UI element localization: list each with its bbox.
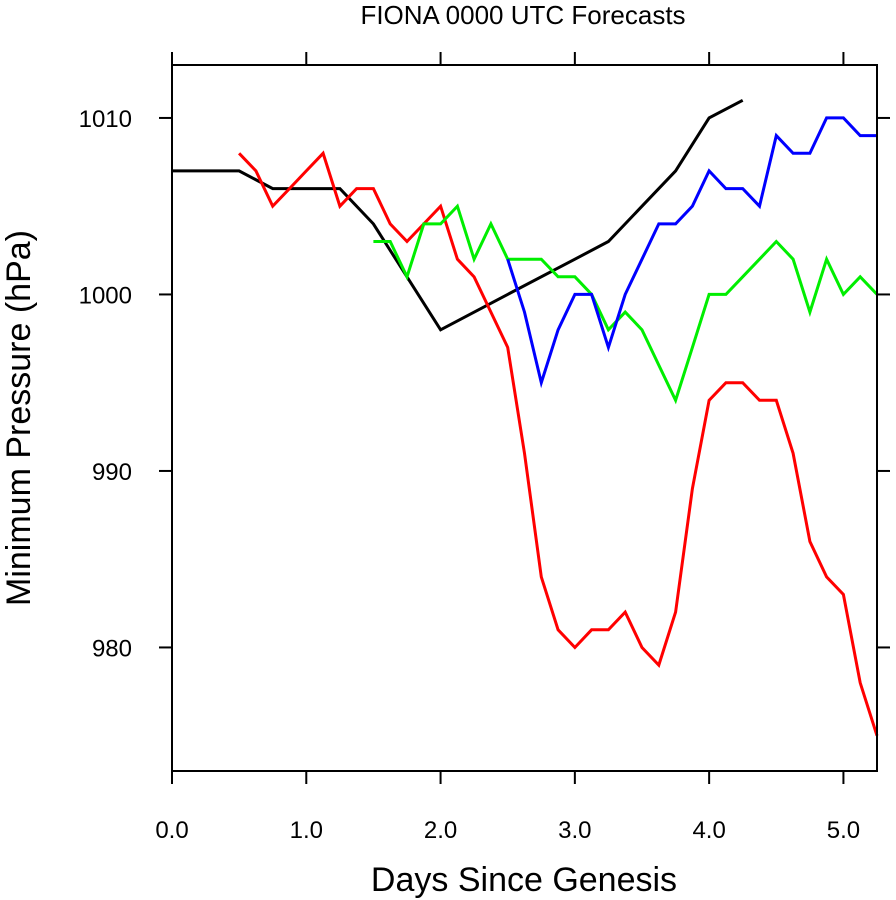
series-line-2	[238, 150, 879, 737]
tick-layer: 0.0 1.0 2.0 3.0 4.0 5.0 980 990 1000 1010	[79, 52, 890, 844]
x-tick-label: 2.0	[424, 817, 457, 844]
y-tick-label: 980	[92, 635, 132, 662]
series-layer	[172, 98, 879, 737]
x-tick-label: 3.0	[558, 817, 591, 844]
plot-frame	[171, 64, 878, 772]
y-axis-title: Minimum Pressure (hPa)	[0, 230, 38, 606]
x-axis-title: Days Since Genesis	[371, 861, 677, 899]
chart-title: FIONA 0000 UTC Forecasts	[360, 0, 685, 30]
series-line-3	[373, 203, 879, 405]
y-tick-label: 1000	[79, 282, 132, 309]
y-tick-label: 990	[92, 459, 132, 486]
x-tick-label: 1.0	[290, 817, 323, 844]
series-line-4	[506, 116, 877, 389]
x-tick-label: 0.0	[155, 817, 188, 844]
x-tick-label: 5.0	[827, 817, 860, 844]
y-tick-label: 1010	[79, 106, 132, 133]
x-tick-label: 4.0	[692, 817, 725, 844]
series-line-1	[172, 98, 744, 332]
